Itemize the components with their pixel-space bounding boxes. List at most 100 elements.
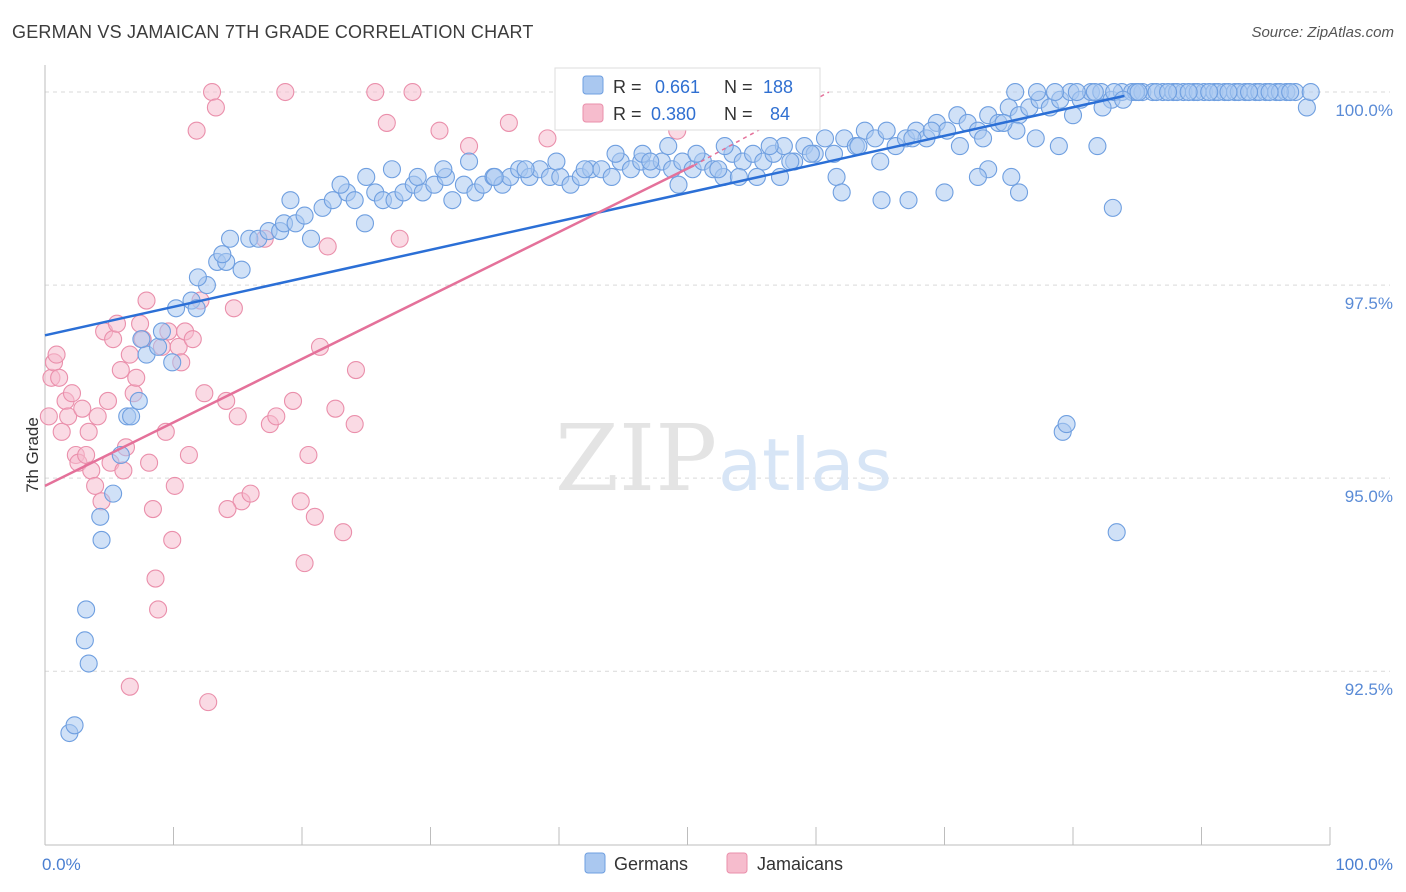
german-point xyxy=(77,600,96,619)
german-point xyxy=(331,175,350,194)
german-point xyxy=(827,167,846,187)
german-point xyxy=(149,337,168,356)
jamaican-point xyxy=(137,291,156,310)
legend-german-r-value: 0.661 xyxy=(655,77,700,97)
jamaican-point xyxy=(77,445,96,465)
german-point xyxy=(355,214,375,233)
german-point xyxy=(877,121,896,140)
legend-jamaican-r-label: R = xyxy=(613,104,642,124)
jamaican-point xyxy=(73,399,92,418)
german-point xyxy=(606,144,625,163)
jamaican-point xyxy=(39,407,58,426)
jamaican-point xyxy=(50,368,69,387)
german-point xyxy=(1103,198,1122,217)
jamaican-point xyxy=(82,461,101,480)
jamaican-point xyxy=(149,600,168,619)
german-point xyxy=(220,229,240,248)
german-trend-line xyxy=(44,94,1125,337)
german-point xyxy=(973,129,993,148)
jamaican-point xyxy=(345,415,364,434)
jamaican-point xyxy=(224,299,243,318)
german-point xyxy=(1026,129,1045,148)
german-point xyxy=(434,160,453,179)
german-point xyxy=(824,144,844,163)
jamaican-point xyxy=(283,391,303,410)
german-point xyxy=(1301,82,1320,102)
german-point xyxy=(408,167,427,187)
german-point xyxy=(1179,82,1198,102)
jamaican-point xyxy=(267,407,286,426)
german-point xyxy=(345,191,364,210)
german-point xyxy=(1045,82,1065,102)
german-point xyxy=(79,654,98,673)
german-point xyxy=(1297,98,1316,117)
german-point xyxy=(575,160,594,179)
jamaican-trend-line xyxy=(44,164,695,488)
jamaican-point xyxy=(299,445,318,465)
german-point xyxy=(281,191,300,210)
jamaican-point xyxy=(195,384,214,403)
german-point xyxy=(832,183,851,202)
jamaican-point xyxy=(59,407,78,426)
german-point xyxy=(1159,82,1178,102)
jamaican-point xyxy=(241,484,260,503)
german-point xyxy=(669,175,688,194)
german-point xyxy=(935,183,954,202)
jamaican-point xyxy=(377,113,396,132)
jamaican-point xyxy=(203,82,222,102)
german-point xyxy=(709,160,728,179)
y-tick-label: 100.0% xyxy=(1335,101,1393,120)
x-tick-label: 0.0% xyxy=(42,855,81,874)
legend-german-n-value: 188 xyxy=(763,77,793,97)
jamaican-point xyxy=(146,569,165,588)
legend-german-n-label: N = xyxy=(724,77,753,97)
jamaican-point xyxy=(143,500,162,519)
jamaican-point xyxy=(346,360,366,380)
y-axis-label: 7th Grade xyxy=(23,417,42,493)
german-point xyxy=(382,160,402,179)
german-point xyxy=(641,152,660,171)
german-point xyxy=(1239,82,1259,102)
y-tick-label: 95.0% xyxy=(1345,487,1393,506)
bottom-legend-german-label: Germans xyxy=(614,854,688,874)
german-point xyxy=(516,160,535,179)
german-point xyxy=(443,191,462,210)
german-point xyxy=(122,407,141,426)
german-point xyxy=(547,152,566,171)
legend-jamaican-n-label: N = xyxy=(724,104,753,124)
german-point xyxy=(323,191,342,210)
german-point xyxy=(1200,82,1219,102)
jamaican-point xyxy=(217,391,236,410)
german-point xyxy=(1219,82,1238,102)
legend-german-r-label: R = xyxy=(613,77,642,97)
german-point xyxy=(1114,90,1133,109)
german-point xyxy=(801,144,820,163)
bottom-legend-german-swatch xyxy=(584,852,606,874)
german-point xyxy=(872,191,891,210)
watermark-zip: ZIP xyxy=(555,405,717,512)
jamaican-point xyxy=(183,330,202,349)
german-point xyxy=(849,137,868,156)
jamaican-point xyxy=(326,399,345,418)
german-point xyxy=(1088,137,1107,156)
jamaican-point xyxy=(295,554,314,573)
y-tick-label: 92.5% xyxy=(1345,680,1393,699)
german-point xyxy=(213,245,232,264)
jamaican-point xyxy=(111,360,130,380)
legend: R = 0.661 N = 188 R = 0.380 N = 84 xyxy=(554,67,821,131)
german-point xyxy=(1093,98,1112,117)
german-point xyxy=(1085,82,1104,102)
german-point xyxy=(75,631,94,650)
german-point xyxy=(715,137,734,156)
bottom-legend-jamaican-label: Jamaicans xyxy=(757,854,843,874)
german-point xyxy=(1009,183,1029,202)
jamaican-trend-extension xyxy=(693,91,830,167)
german-point xyxy=(152,322,171,341)
german-point xyxy=(1027,82,1047,102)
jamaican-point xyxy=(187,121,206,140)
jamaican-point xyxy=(430,121,449,140)
x-tick-label: 100.0% xyxy=(1335,855,1393,874)
german-point xyxy=(188,268,207,287)
german-point xyxy=(187,299,206,318)
